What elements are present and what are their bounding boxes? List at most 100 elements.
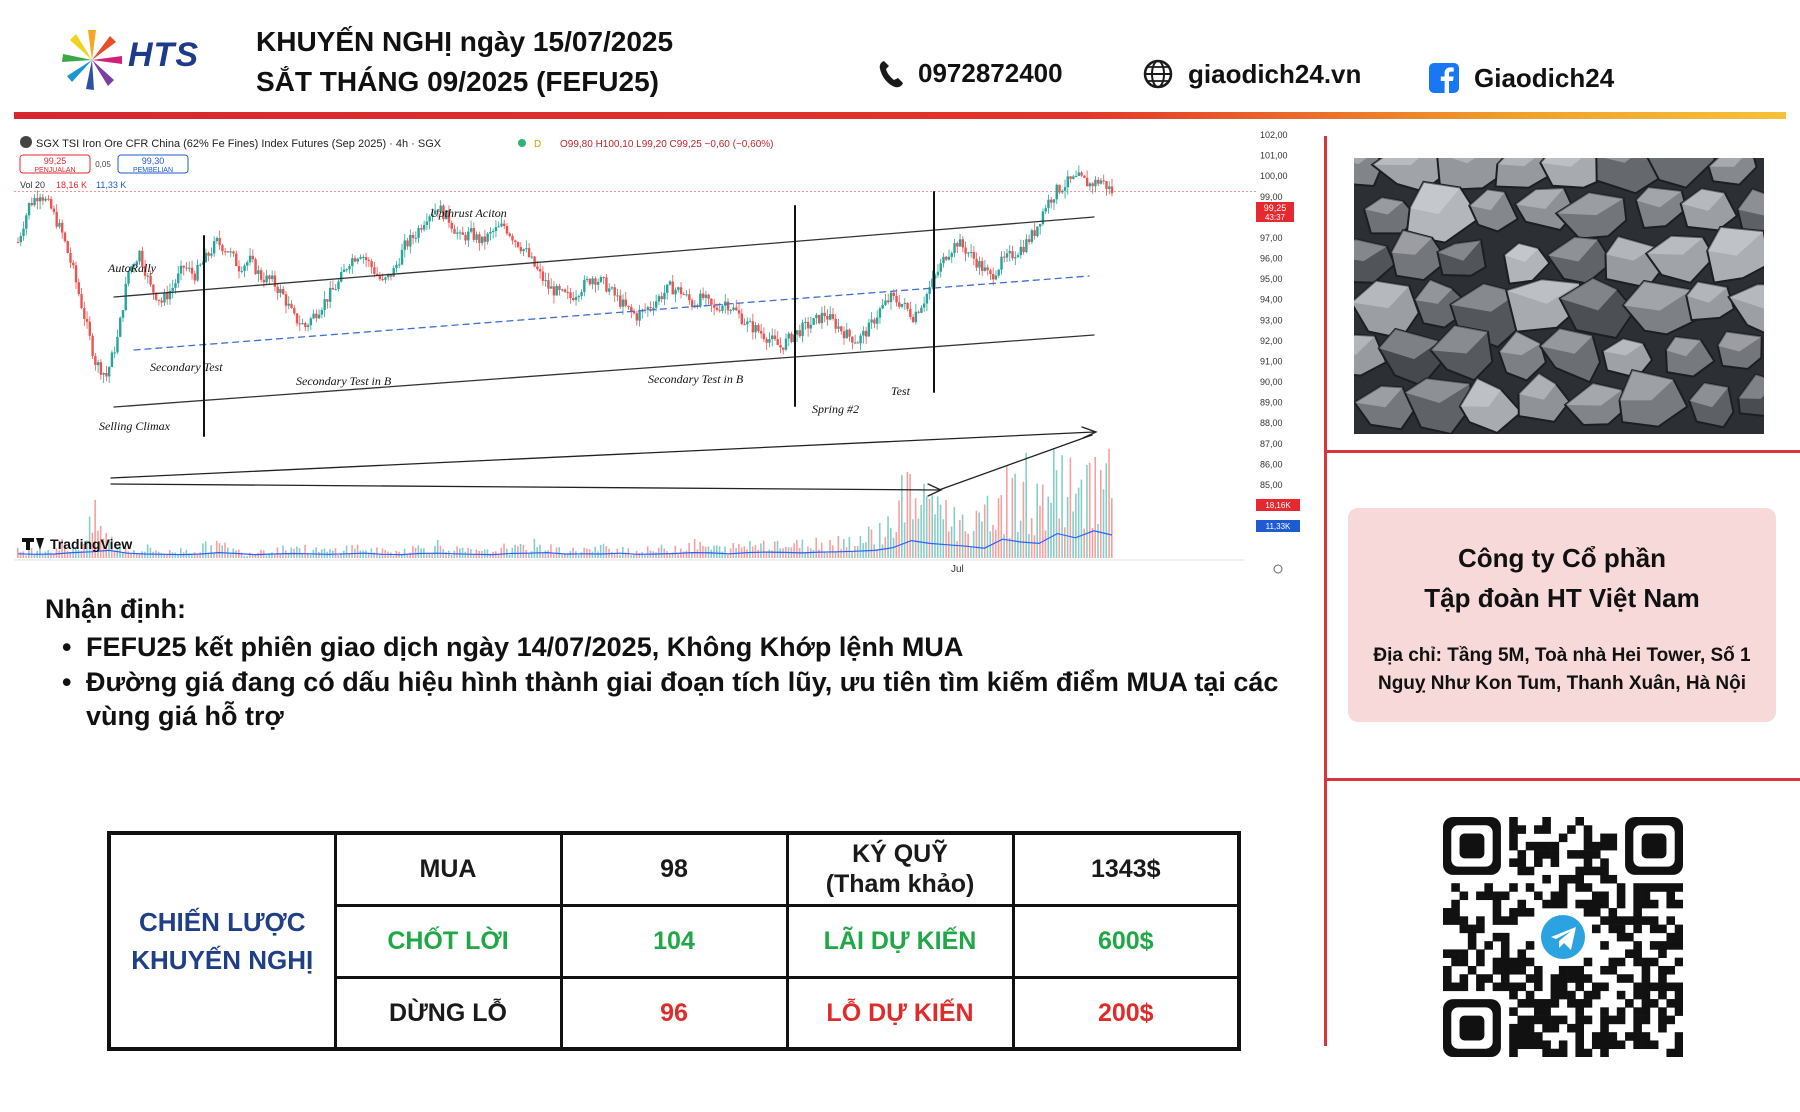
candle-body <box>436 210 440 212</box>
ore-rock <box>1468 188 1520 233</box>
candle-body <box>276 286 279 294</box>
volume-bar <box>793 543 795 558</box>
y-tick-label: 93,00 <box>1260 315 1283 325</box>
qr-module <box>1641 982 1651 992</box>
right-divider-2 <box>1327 778 1800 781</box>
candle-body <box>969 252 973 254</box>
chart-settings-icon[interactable] <box>1273 564 1283 574</box>
volume-bar <box>809 548 812 558</box>
qr-module <box>1633 982 1642 992</box>
range-arrow-diagonal <box>938 434 1093 491</box>
candle-body <box>500 223 503 227</box>
buy-price: 99,30 <box>142 156 165 166</box>
volume-bar <box>762 540 765 558</box>
candle-body <box>511 235 514 241</box>
volume-bar <box>732 543 735 558</box>
volume-bar <box>848 537 851 558</box>
candle-body <box>409 234 412 247</box>
candle-body <box>411 234 415 238</box>
volume-bar <box>376 547 378 558</box>
volume-bar <box>83 543 85 558</box>
volume-bar <box>434 545 436 558</box>
qr-module <box>1575 1032 1584 1041</box>
ore-rock-highlight <box>1604 158 1631 163</box>
qr-module <box>1509 1040 1518 1050</box>
qr-module <box>1583 990 1593 1000</box>
qr-finder-inner <box>1459 1015 1485 1041</box>
qr-module <box>1451 916 1460 925</box>
qr-module <box>1451 949 1460 958</box>
volume-bar <box>199 552 201 558</box>
candle-body <box>33 198 36 206</box>
candle-body <box>320 309 324 315</box>
qr-module <box>1575 965 1584 975</box>
ore-rock-highlight <box>1686 281 1728 303</box>
buy-box[interactable] <box>117 154 189 174</box>
qr-module <box>1608 965 1618 975</box>
candle-body <box>392 268 395 277</box>
candle-body <box>262 279 266 283</box>
expected-loss-amount: 200$ <box>1011 975 1241 1051</box>
sell-price: 99,25 <box>44 156 67 166</box>
qr-module <box>1517 999 1527 1008</box>
qr-module <box>1583 1048 1593 1057</box>
volume-bar <box>1039 505 1041 558</box>
qr-module <box>1625 932 1634 942</box>
candle-body <box>110 352 114 367</box>
y-tick-label: 99,00 <box>1260 192 1283 202</box>
candle-body <box>480 236 484 244</box>
ore-rock-highlight <box>1354 239 1387 262</box>
qr-module <box>1558 899 1568 909</box>
candle-body <box>306 325 310 327</box>
candle-body <box>887 300 890 303</box>
qr-module <box>1583 841 1593 851</box>
volume-bar <box>497 554 500 558</box>
candle-body <box>315 313 318 319</box>
website-contact[interactable]: giaodich24.vn <box>1142 58 1361 90</box>
candle-body <box>160 300 163 303</box>
candle-body <box>690 300 694 308</box>
volume-bar <box>1058 518 1061 558</box>
timeframe-badge: D <box>534 139 541 150</box>
candle-body <box>456 232 459 234</box>
phone-contact[interactable]: 0972872400 <box>878 58 1063 89</box>
volume-bar <box>594 546 596 558</box>
qr-module <box>1542 874 1551 884</box>
candle-body <box>237 266 241 272</box>
header-divider <box>14 112 1786 119</box>
qr-module <box>1534 891 1543 901</box>
qr-module <box>1484 941 1493 950</box>
qr-module <box>1674 1040 1683 1050</box>
qr-module <box>1583 957 1593 967</box>
qr-module <box>1666 965 1676 975</box>
qr-module <box>1616 916 1626 925</box>
candle-body <box>801 322 804 337</box>
volume-bar <box>1003 534 1005 558</box>
volume-bar <box>315 547 317 558</box>
telegram-qr-code[interactable] <box>1443 817 1683 1057</box>
vol-tag-red-value: 18,16K <box>1265 501 1291 510</box>
volume-bar <box>638 552 641 558</box>
qr-module <box>1600 916 1609 925</box>
qr-module <box>1517 850 1527 859</box>
facebook-contact[interactable]: Giaodich24 <box>1428 62 1614 94</box>
qr-module <box>1633 957 1642 967</box>
qr-module <box>1666 1015 1676 1025</box>
qr-module <box>1509 1048 1518 1057</box>
spread-value: 0,05 <box>95 160 111 169</box>
qr-module <box>1641 1032 1651 1041</box>
volume-bar <box>978 512 980 558</box>
candle-body <box>102 373 105 375</box>
candle-body <box>422 224 426 230</box>
volume-bar <box>550 544 552 558</box>
volume-bar <box>500 547 503 558</box>
qr-module <box>1583 833 1593 843</box>
candle-body <box>1050 199 1053 203</box>
candle-body <box>679 287 683 295</box>
qr-module <box>1467 932 1477 942</box>
sell-box[interactable] <box>19 154 91 174</box>
qr-module <box>1542 1023 1551 1033</box>
qr-module <box>1583 866 1593 876</box>
qr-module <box>1616 1007 1626 1016</box>
qr-module <box>1641 916 1651 925</box>
